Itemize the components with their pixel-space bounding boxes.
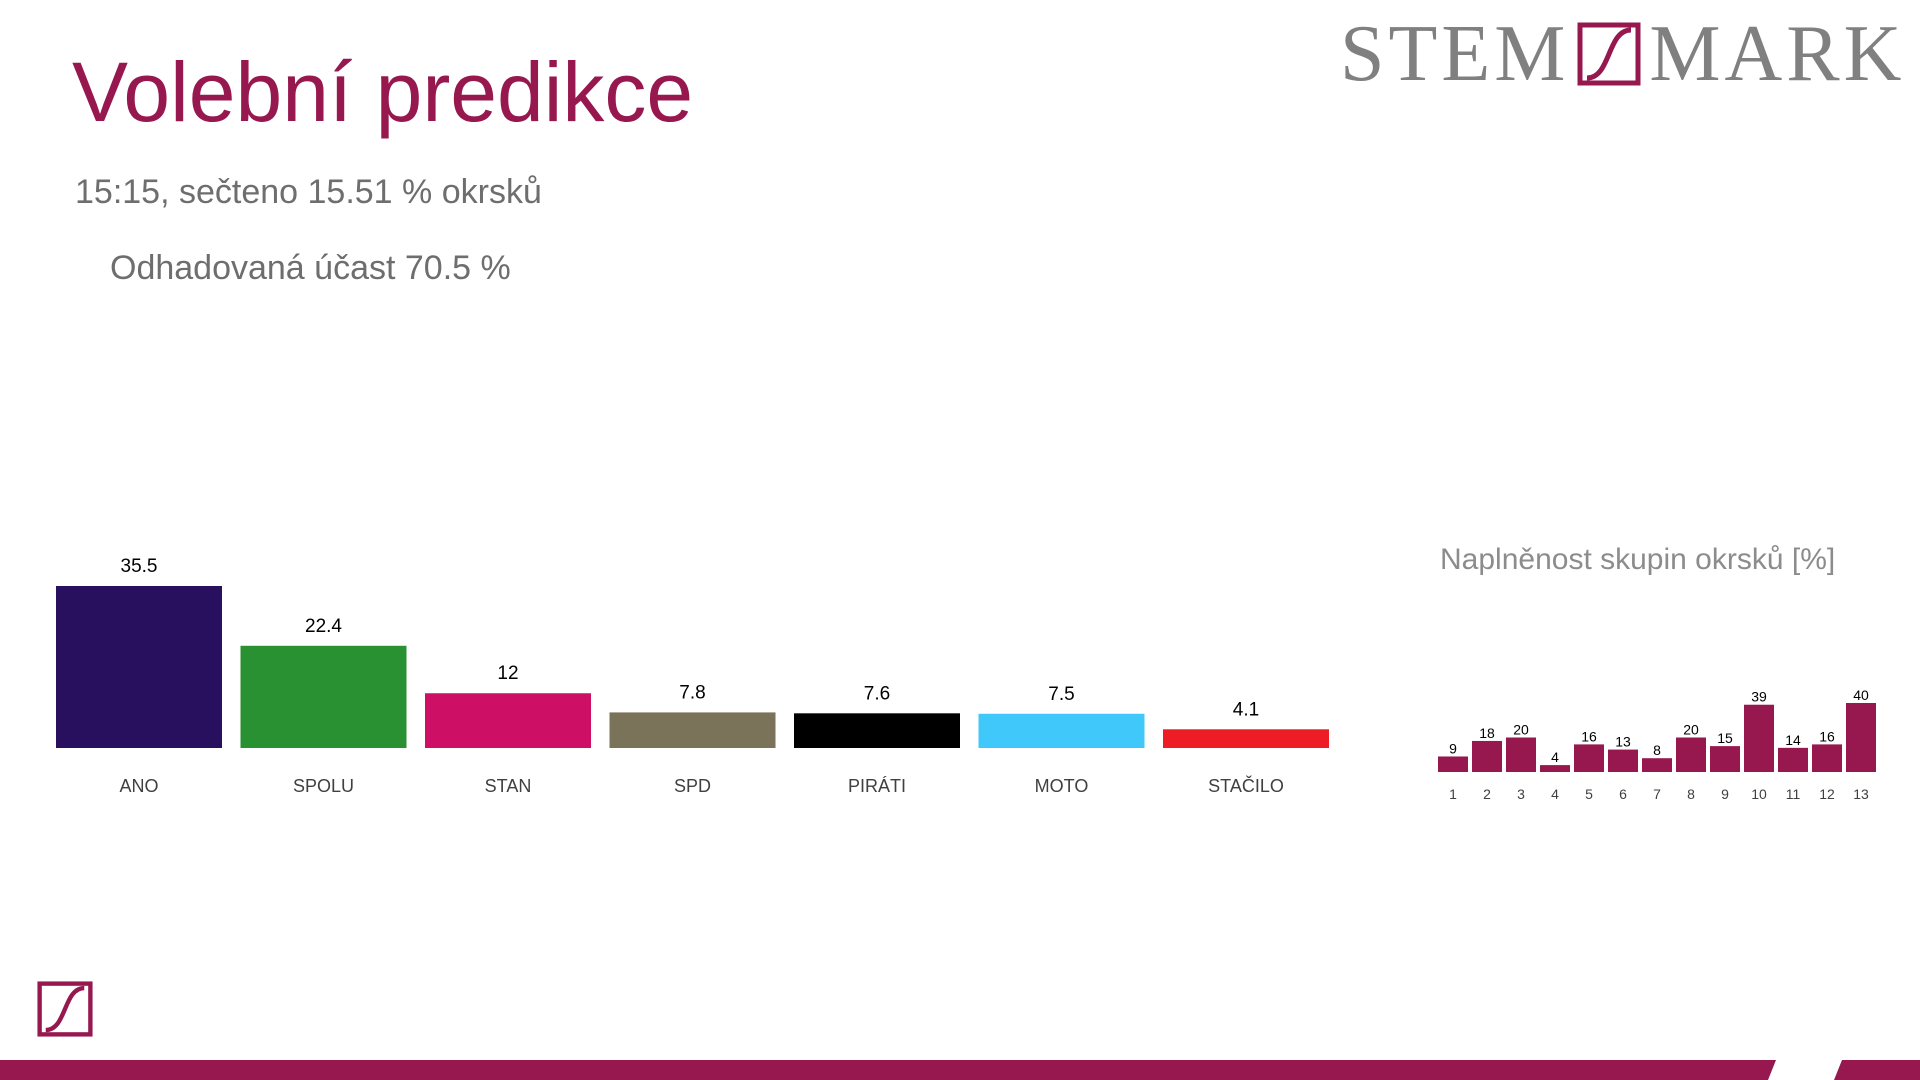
district-group-bar — [1472, 740, 1502, 772]
district-group-number-label: 3 — [1517, 786, 1525, 802]
party-value-label: 7.5 — [1048, 684, 1074, 705]
district-group-value-label: 18 — [1479, 725, 1495, 741]
district-group-bar — [1778, 747, 1808, 772]
district-group-value-label: 40 — [1853, 687, 1869, 703]
stem-mark-logo-icon — [1577, 22, 1641, 86]
district-group-bar — [1744, 704, 1774, 772]
district-group-bar — [1438, 756, 1468, 772]
district-group-number-label: 2 — [1483, 786, 1491, 802]
district-group-bar — [1608, 749, 1638, 772]
party-value-label: 7.8 — [679, 682, 705, 703]
district-group-number-label: 5 — [1585, 786, 1593, 802]
district-group-number-label: 10 — [1751, 786, 1767, 802]
party-value-label: 7.6 — [864, 683, 890, 704]
district-group-bar — [1676, 737, 1706, 772]
party-bar — [609, 712, 776, 748]
party-value-label: 4.1 — [1233, 699, 1259, 720]
district-group-bar — [1506, 737, 1536, 772]
district-group-bar — [1710, 746, 1740, 772]
party-name-label: SPD — [674, 776, 711, 796]
district-group-number-label: 1 — [1449, 786, 1457, 802]
party-name-label: PIRÁTI — [848, 776, 906, 796]
district-group-number-label: 13 — [1853, 786, 1869, 802]
district-groups-chart: 9 1 18 2 20 3 4 4 16 5 13 6 8 7 20 8 15 9 39 10 14 11 16 12 40 13 — [1438, 687, 1876, 802]
party-name-label: MOTO — [1035, 776, 1089, 796]
party-name-label: SPOLU — [293, 776, 354, 796]
district-group-value-label: 14 — [1785, 732, 1801, 748]
district-group-value-label: 16 — [1819, 728, 1835, 744]
logo-word-mark: MARK — [1649, 10, 1906, 98]
district-group-number-label: 9 — [1721, 786, 1729, 802]
party-value-label: 12 — [497, 663, 518, 684]
district-group-number-label: 11 — [1786, 786, 1801, 802]
district-group-number-label: 7 — [1653, 786, 1661, 802]
district-group-value-label: 15 — [1717, 730, 1733, 746]
party-bar — [1163, 729, 1329, 748]
party-value-label: 22.4 — [305, 616, 342, 637]
district-group-bar — [1540, 765, 1570, 772]
district-group-bar — [1642, 758, 1672, 772]
stem-mark-logo: STEM MARK — [1340, 14, 1905, 94]
district-group-number-label: 4 — [1551, 786, 1559, 802]
district-group-value-label: 8 — [1653, 742, 1661, 758]
district-group-number-label: 12 — [1819, 786, 1835, 802]
party-bar — [56, 586, 222, 748]
party-name-label: STAČILO — [1208, 775, 1284, 796]
party-bar — [978, 713, 1145, 748]
count-status: 15:15, sečteno 15.51 % okrsků — [75, 173, 542, 211]
district-group-number-label: 8 — [1687, 786, 1695, 802]
district-group-value-label: 9 — [1449, 740, 1457, 756]
party-bar — [425, 693, 591, 748]
district-group-value-label: 13 — [1615, 734, 1631, 750]
party-bar — [240, 645, 407, 748]
estimated-turnout: Odhadovaná účast 70.5 % — [110, 249, 511, 287]
party-name-label: ANO — [119, 776, 158, 796]
district-group-value-label: 39 — [1751, 689, 1767, 705]
small-chart-title: Naplněnost skupin okrsků [%] — [1440, 543, 1836, 576]
district-group-value-label: 16 — [1581, 728, 1597, 744]
logo-word-stem: STEM — [1340, 10, 1570, 98]
page-title: Volební predikce — [72, 45, 694, 139]
party-bar — [794, 713, 960, 748]
district-group-value-label: 20 — [1683, 722, 1699, 738]
district-group-bar — [1846, 703, 1876, 772]
district-group-value-label: 20 — [1513, 722, 1529, 738]
district-group-value-label: 4 — [1551, 749, 1559, 765]
party-value-label: 35.5 — [121, 556, 158, 577]
stem-mark-corner-logo-icon — [37, 981, 93, 1037]
district-group-bar — [1812, 744, 1842, 772]
footer-stripe — [0, 1060, 1920, 1080]
district-group-bar — [1574, 744, 1604, 772]
party-results-chart: 35.5 ANO 22.4 SPOLU 12 STAN 7.8 SPD 7.6 PIRÁTI 7.5… — [56, 556, 1329, 796]
party-name-label: STAN — [485, 776, 532, 796]
district-group-number-label: 6 — [1619, 786, 1627, 802]
